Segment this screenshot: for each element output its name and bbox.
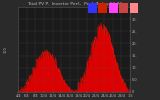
Title: Total PV P.  Inverter Perf.,  Peak Today:13:23: Total PV P. Inverter Perf., Peak Today:1… — [27, 2, 122, 6]
Text: 100: 100 — [4, 46, 8, 53]
